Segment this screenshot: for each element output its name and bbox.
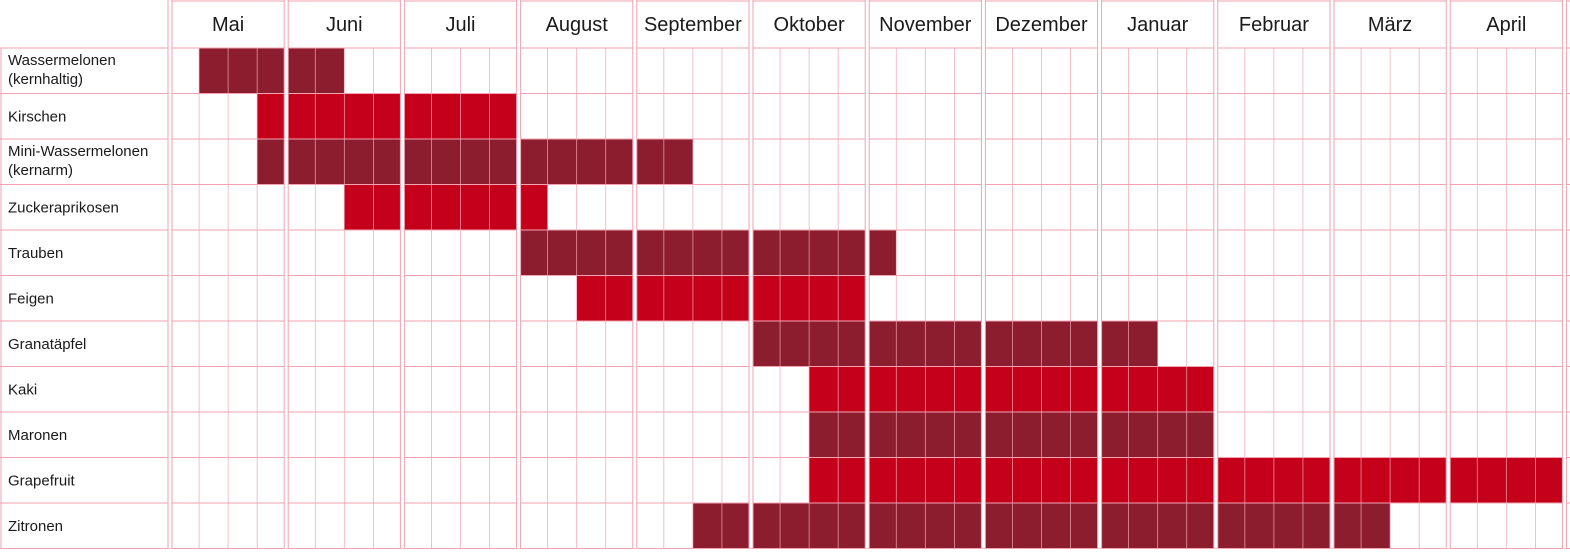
month-label: August: [546, 14, 609, 36]
row-label-column: Wassermelonen (kernhaltig) Kirschen Mini-Wa…: [8, 52, 148, 535]
month-label: Februar: [1239, 14, 1309, 36]
month-gap: [981, 0, 986, 549]
row-label-line: (kernarm): [8, 162, 73, 179]
bar-4: [344, 184, 548, 230]
month-label: März: [1368, 14, 1412, 36]
month-gap: [400, 0, 405, 549]
row-label-line: (kernhaltig): [8, 71, 83, 88]
row-label: Kirschen: [8, 108, 66, 125]
month-gap: [1562, 0, 1567, 549]
month-label: April: [1486, 14, 1526, 36]
month-header: Mai Juni Juli August September Oktober Novembe…: [212, 14, 1526, 36]
month-label: Oktober: [774, 14, 845, 36]
row-label: Wassermelonen (kernhaltig): [8, 52, 116, 88]
row-label: Maronen: [8, 427, 67, 444]
month-gap: [168, 0, 172, 549]
month-label: Juni: [326, 14, 363, 36]
month-gap: [284, 0, 289, 549]
month-label: Dezember: [995, 14, 1088, 36]
row-label: Mini-Wassermelonen (kernarm): [8, 143, 148, 179]
row-label: Kaki: [8, 381, 37, 398]
row-label: Zuckeraprikosen: [8, 199, 119, 216]
bar-5: [518, 230, 897, 276]
bar-1: [199, 48, 345, 94]
row-label-line: Wassermelonen: [8, 52, 116, 69]
month-gap: [1446, 0, 1451, 549]
month-gap: [1213, 0, 1218, 549]
row-label: Grapefruit: [8, 472, 76, 489]
row-label: Feigen: [8, 290, 54, 307]
month-label: Mai: [212, 14, 244, 36]
row-label: Zitronen: [8, 518, 63, 535]
month-label: Juli: [445, 14, 475, 36]
month-gap: [632, 0, 637, 549]
month-gap: [1330, 0, 1334, 549]
month-label: November: [879, 14, 972, 36]
bar-2: [257, 93, 519, 139]
month-label: September: [644, 14, 742, 36]
month-gap: [1097, 0, 1102, 549]
month-gap: [749, 0, 753, 549]
row-label-line: Mini-Wassermelonen: [8, 143, 148, 160]
month-gap: [865, 0, 870, 549]
bar-3: [257, 139, 693, 185]
month-label: Januar: [1127, 14, 1188, 36]
row-label: Trauben: [8, 245, 63, 262]
month-gap: [516, 0, 521, 549]
row-label: Granatäpfel: [8, 336, 86, 353]
